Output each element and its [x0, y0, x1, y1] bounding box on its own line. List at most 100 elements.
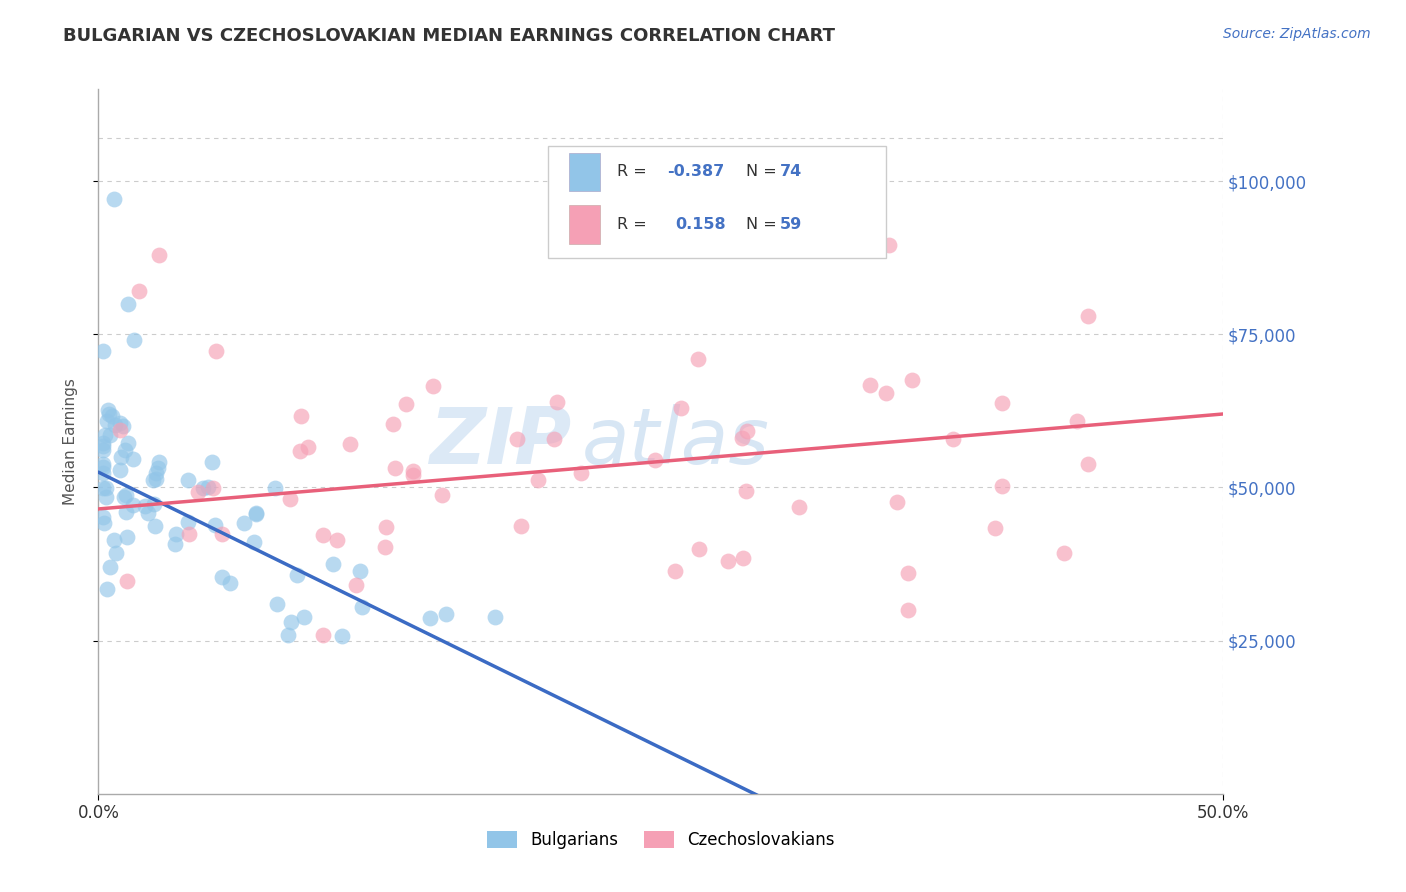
Point	[686, 352, 709, 367]
Point	[91, 436, 114, 450]
Point	[91, 466, 114, 480]
Point	[143, 519, 166, 533]
Point	[136, 506, 159, 520]
Point	[219, 576, 242, 591]
Point	[117, 296, 139, 310]
Point	[332, 629, 354, 643]
Point	[103, 533, 125, 547]
Point	[112, 419, 135, 434]
Text: 74: 74	[780, 164, 803, 179]
Point	[204, 518, 226, 533]
Point	[322, 557, 344, 571]
Point	[901, 373, 924, 387]
Point	[110, 450, 132, 464]
Point	[115, 530, 138, 544]
Point	[233, 516, 256, 531]
Point	[546, 395, 568, 409]
Point	[278, 491, 301, 506]
Point	[419, 611, 441, 625]
Point	[664, 564, 686, 578]
Point	[395, 397, 418, 411]
FancyBboxPatch shape	[548, 145, 886, 259]
Point	[349, 565, 371, 579]
Point	[717, 554, 740, 568]
Point	[735, 484, 758, 499]
Point	[402, 467, 425, 482]
Point	[91, 510, 114, 524]
Point	[266, 597, 288, 611]
Point	[543, 433, 565, 447]
FancyBboxPatch shape	[568, 153, 600, 192]
Point	[264, 481, 287, 495]
Point	[292, 609, 315, 624]
Point	[165, 537, 187, 551]
Text: R =: R =	[617, 164, 652, 179]
Text: Source: ZipAtlas.com: Source: ZipAtlas.com	[1223, 27, 1371, 41]
Point	[91, 344, 114, 359]
Point	[735, 424, 758, 438]
Point	[96, 582, 118, 596]
Text: -0.387: -0.387	[668, 164, 725, 179]
Point	[191, 481, 214, 495]
Point	[375, 520, 398, 534]
Point	[211, 570, 233, 584]
Point	[146, 461, 169, 475]
Point	[527, 473, 550, 487]
Point	[245, 507, 267, 521]
Point	[984, 521, 1007, 535]
Point	[858, 377, 880, 392]
Point	[91, 481, 114, 495]
Point	[96, 490, 118, 504]
Point	[311, 528, 333, 542]
Point	[112, 490, 135, 504]
Point	[165, 527, 187, 541]
Point	[187, 484, 209, 499]
Point	[108, 463, 131, 477]
Point	[114, 443, 136, 458]
Point	[114, 488, 136, 502]
Point	[290, 409, 312, 424]
Point	[101, 409, 124, 423]
Point	[122, 498, 145, 512]
Point	[897, 603, 920, 617]
Point	[312, 627, 335, 641]
Point	[731, 550, 754, 565]
Point	[145, 472, 167, 486]
Point	[124, 334, 146, 348]
Point	[285, 567, 308, 582]
Point	[290, 443, 312, 458]
Point	[143, 497, 166, 511]
Point	[114, 505, 136, 519]
Point	[110, 423, 132, 437]
Point	[402, 464, 425, 478]
Point	[117, 436, 139, 450]
Text: R =: R =	[617, 218, 652, 232]
Point	[91, 459, 114, 474]
Point	[134, 499, 156, 513]
Point	[277, 627, 299, 641]
Text: 0.158: 0.158	[675, 218, 725, 232]
Point	[688, 541, 710, 556]
Point	[942, 432, 965, 446]
Point	[98, 560, 121, 574]
Legend: Bulgarians, Czechoslovakians: Bulgarians, Czechoslovakians	[481, 824, 841, 856]
Point	[110, 416, 132, 430]
Point	[384, 460, 406, 475]
Point	[510, 519, 533, 533]
Point	[644, 452, 666, 467]
Point	[177, 526, 200, 541]
Point	[96, 415, 118, 429]
Point	[1077, 309, 1099, 323]
Point	[145, 466, 167, 480]
Point	[671, 401, 693, 416]
Point	[877, 237, 900, 252]
Point	[148, 455, 170, 469]
Point	[569, 466, 592, 480]
Text: 59: 59	[780, 218, 803, 232]
Point	[105, 546, 128, 560]
Point	[731, 431, 754, 445]
Point	[148, 247, 170, 261]
Point	[339, 437, 361, 451]
Point	[97, 407, 120, 421]
Point	[128, 285, 150, 299]
